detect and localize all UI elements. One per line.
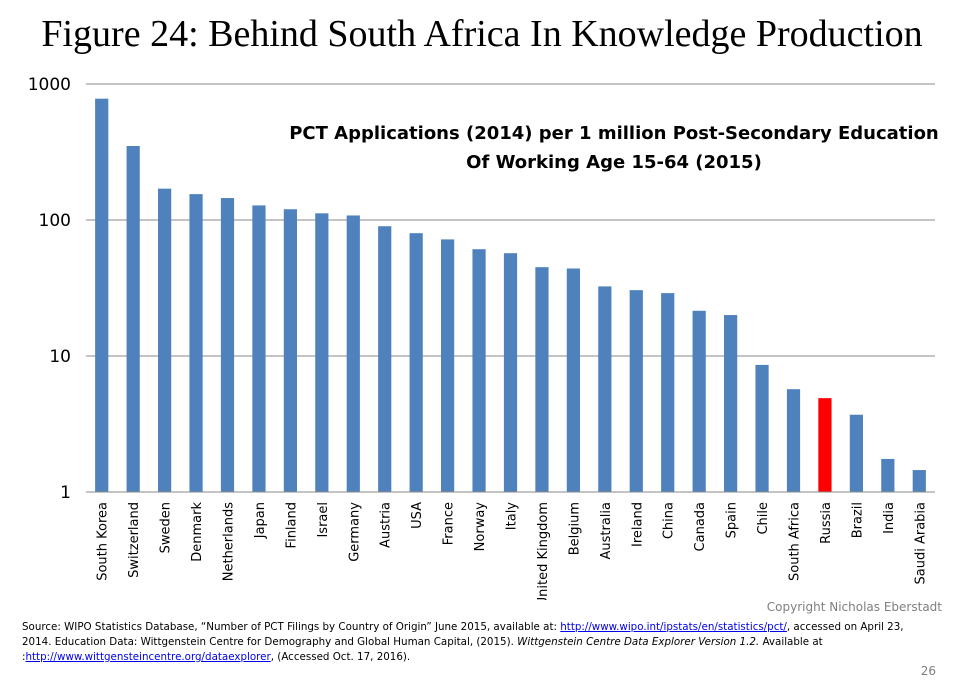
chart-subtitle: Of Working Age 15-64 (2015) <box>466 152 762 173</box>
source-text-1: Source: WIPO Statistics Database, “Numbe… <box>22 621 561 633</box>
figure-title: Figure 24: Behind South Africa In Knowle… <box>41 13 923 55</box>
wipo-link[interactable]: http://www.wipo.int/ipstats/en/statistic… <box>560 621 787 633</box>
chart-title: PCT Applications (2014) per 1 million Po… <box>289 123 939 144</box>
bar-italy <box>503 253 518 492</box>
x-tick-label: USA <box>410 502 425 529</box>
bar-south-korea <box>95 98 109 492</box>
source-text-4: , (Accessed Oct. 17, 2016). <box>270 651 411 663</box>
bar-china <box>661 293 675 492</box>
x-tick-label: Switzerland <box>127 502 142 578</box>
x-tick-label: South Africa <box>788 502 803 581</box>
x-axis-ticks: South Korea Switzerland Sweden Denmark Nethe… <box>96 502 929 600</box>
x-tick-label: Germany <box>347 502 362 562</box>
x-tick-label: Saudi Arabia <box>913 502 928 585</box>
page-number: 26 <box>920 664 936 678</box>
x-tick-label: Israel <box>316 502 331 538</box>
bar-france <box>441 239 455 492</box>
bar-netherlands <box>220 198 235 492</box>
bar-israel <box>315 213 329 493</box>
source-italic: Wittgenstein Centre Data Explorer Versio… <box>517 636 760 648</box>
bar-australia <box>598 286 612 492</box>
source-text-2: , accessed on April 23, 2014. Education … <box>22 621 904 648</box>
x-tick-label: Chile <box>756 502 771 535</box>
bar-canada <box>692 310 706 492</box>
bar-usa <box>409 233 423 493</box>
x-tick-label: Brazil <box>850 502 865 538</box>
y-axis-ticks: 1 10 100 1000 <box>28 75 71 503</box>
wittgenstein-link[interactable]: http://www.wittgensteincentre.org/dataex… <box>25 651 271 663</box>
x-tick-label: India <box>882 502 897 534</box>
bar-chile <box>755 364 769 492</box>
x-tick-label: Denmark <box>190 502 205 562</box>
x-tick-label: United Kingdom <box>536 502 551 600</box>
bar-sweden <box>158 188 172 493</box>
bar-brazil <box>849 414 863 492</box>
bar-switzerland <box>126 146 140 492</box>
x-tick-label: Netherlands <box>222 502 237 581</box>
bar-russia <box>818 398 832 492</box>
y-tick-label: 10 <box>49 347 71 367</box>
x-tick-label: Sweden <box>159 502 174 553</box>
bar-india <box>881 458 895 492</box>
x-tick-label: Canada <box>693 502 708 551</box>
copyright-note: Copyright Nicholas Eberstadt <box>766 600 942 614</box>
x-tick-label: France <box>442 502 457 545</box>
bar-denmark <box>189 194 203 493</box>
x-tick-label: Italy <box>505 502 520 531</box>
x-tick-label: Austria <box>379 502 394 548</box>
x-tick-label: South Korea <box>96 502 111 581</box>
x-tick-label: Spain <box>725 502 740 538</box>
bar-chart: 1 10 100 1000 South Korea Switzerland Sweden D… <box>28 75 939 600</box>
x-tick-label: Russia <box>819 502 834 544</box>
x-tick-label: Belgium <box>567 502 582 555</box>
bar-germany <box>346 215 360 492</box>
bar-japan <box>252 205 266 493</box>
x-tick-label: China <box>662 502 677 539</box>
x-tick-label: Norway <box>473 502 488 552</box>
source-note: Source: WIPO Statistics Database, “Numbe… <box>22 620 922 665</box>
bar-spain <box>724 315 738 492</box>
bar-austria <box>378 226 392 492</box>
bar-norway <box>472 249 486 492</box>
bar-belgium <box>566 268 580 492</box>
bar-united-kingdom <box>535 267 549 492</box>
bar-ireland <box>629 290 643 492</box>
bar-saudi-arabia <box>912 470 926 492</box>
x-tick-label: Ireland <box>630 502 645 547</box>
x-tick-label: Japan <box>253 502 268 539</box>
x-tick-label: Finland <box>284 502 299 548</box>
y-tick-label: 1000 <box>28 75 71 95</box>
bar-finland <box>283 209 297 492</box>
bars <box>95 98 926 493</box>
bar-south-africa <box>786 389 801 492</box>
x-tick-label: Australia <box>599 502 614 560</box>
y-tick-label: 1 <box>60 483 71 503</box>
y-tick-label: 100 <box>39 211 71 231</box>
source-text-3: Available at : <box>22 636 823 663</box>
